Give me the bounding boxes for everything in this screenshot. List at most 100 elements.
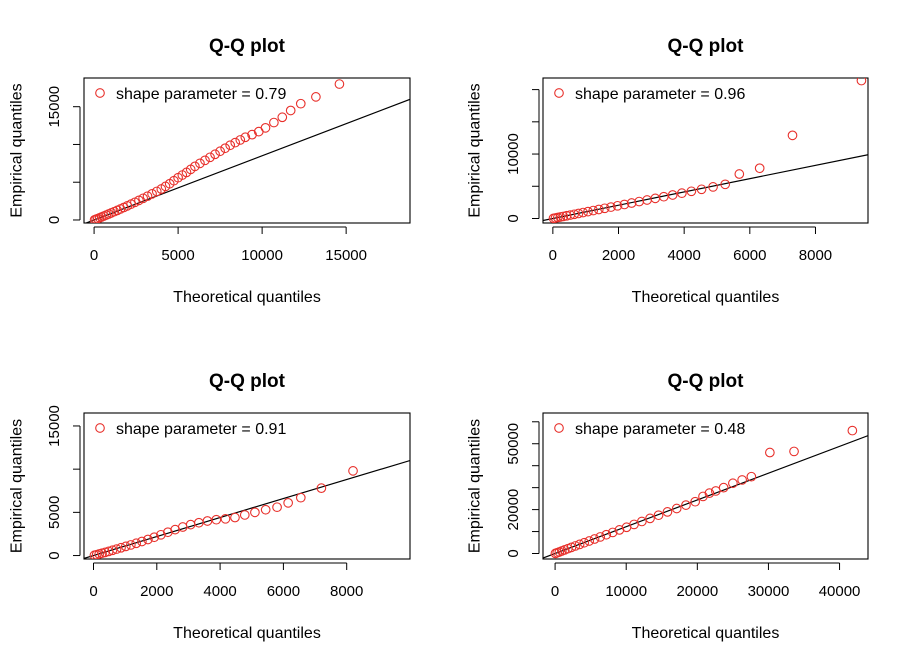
data-point <box>348 466 358 476</box>
data-point <box>277 112 288 123</box>
data-point <box>143 534 153 545</box>
data-point <box>235 135 246 145</box>
data-point <box>205 152 215 163</box>
legend-label: shape parameter = 0.79 <box>116 86 286 103</box>
x-tick-label: 4000 <box>203 583 236 600</box>
y-axis-label: Empirical quantiles <box>467 419 484 553</box>
data-point <box>681 500 691 510</box>
data-point <box>220 513 231 524</box>
data-point <box>708 182 718 192</box>
data-point <box>131 538 142 549</box>
data-point <box>240 132 251 143</box>
data-point <box>272 502 282 513</box>
data-point <box>177 522 188 532</box>
data-points <box>550 425 858 559</box>
x-tick-label: 8000 <box>799 247 832 264</box>
data-point <box>283 497 293 508</box>
data-point <box>220 143 231 154</box>
data-point <box>720 179 731 190</box>
data-point <box>316 483 327 494</box>
data-point <box>645 513 655 524</box>
data-point <box>120 541 131 552</box>
reference-line <box>84 459 410 559</box>
x-tick-label: 0 <box>90 247 98 264</box>
legend-label: shape parameter = 0.48 <box>575 421 745 438</box>
x-tick-label: 0 <box>549 247 557 264</box>
data-point <box>250 507 260 518</box>
data-point <box>667 190 678 200</box>
legend-label: shape parameter = 0.96 <box>575 86 745 103</box>
data-point <box>561 210 572 221</box>
data-point <box>614 525 625 535</box>
data-point <box>746 471 757 482</box>
data-point <box>211 514 222 525</box>
data-point <box>210 149 220 160</box>
data-point <box>856 78 867 86</box>
data-point <box>151 186 162 197</box>
data-point <box>570 541 581 551</box>
data-point <box>566 542 577 553</box>
x-tick-label: 15000 <box>325 247 367 264</box>
y-axis-label: Empirical quantiles <box>467 83 484 217</box>
legend-marker <box>554 88 564 98</box>
x-tick-label: 0 <box>89 583 97 600</box>
x-tick-label: 2000 <box>602 247 635 264</box>
data-point <box>584 536 595 546</box>
data-point <box>765 447 775 458</box>
data-point <box>653 510 664 521</box>
data-point <box>690 496 701 507</box>
data-point <box>247 129 257 140</box>
data-point <box>573 208 584 219</box>
data-point <box>295 492 306 503</box>
data-point <box>260 122 271 133</box>
data-point <box>269 117 279 128</box>
data-point <box>239 510 250 520</box>
data-point <box>569 209 580 220</box>
data-point <box>558 211 569 222</box>
chart-title: Q-Q plot <box>209 36 286 57</box>
data-point <box>125 540 136 550</box>
legend-label: shape parameter = 0.91 <box>116 421 286 438</box>
data-point <box>137 536 147 547</box>
data-point <box>107 545 118 556</box>
data-point <box>230 512 240 523</box>
data-point <box>718 482 729 493</box>
x-tick-label: 30000 <box>748 583 790 600</box>
data-point <box>142 191 153 202</box>
data-point <box>607 527 618 538</box>
data-point <box>599 203 610 214</box>
data-point <box>415 414 424 423</box>
y-tick-label: 5000 <box>46 496 63 529</box>
qq-panel-1: Q-Q plot Theoretical quantiles Empirical q… <box>9 36 411 306</box>
chart-title: Q-Q plot <box>668 371 745 392</box>
data-point <box>754 163 765 174</box>
y-tick-label: 50000 <box>505 423 522 465</box>
x-axis-label: Theoretical quantiles <box>632 625 780 642</box>
data-point <box>260 504 271 515</box>
data-point <box>787 130 798 141</box>
x-tick-label: 4000 <box>667 247 700 264</box>
x-tick-label: 20000 <box>676 583 718 600</box>
data-point <box>392 57 401 66</box>
data-point <box>619 199 630 210</box>
data-point <box>149 532 160 543</box>
x-tick-label: 10000 <box>605 583 647 600</box>
x-tick-label: 6000 <box>267 583 300 600</box>
data-point <box>147 188 157 199</box>
data-point <box>111 544 122 554</box>
x-tick-label: 5000 <box>161 247 194 264</box>
x-axis-label: Theoretical quantiles <box>173 289 321 306</box>
x-axis-label: Theoretical quantiles <box>173 625 321 642</box>
data-point <box>593 204 604 215</box>
data-point <box>704 488 715 498</box>
legend-marker <box>95 88 105 98</box>
x-tick-label: 0 <box>551 583 559 600</box>
data-point <box>116 542 126 553</box>
qq-panel-3: Q-Q plot Theoretical quantiles Empirical q… <box>9 371 424 642</box>
data-point <box>185 519 196 530</box>
y-tick-label: 15000 <box>46 405 63 447</box>
chart-title: Q-Q plot <box>668 36 745 57</box>
legend-marker <box>554 423 564 433</box>
x-tick-label: 8000 <box>330 583 363 600</box>
